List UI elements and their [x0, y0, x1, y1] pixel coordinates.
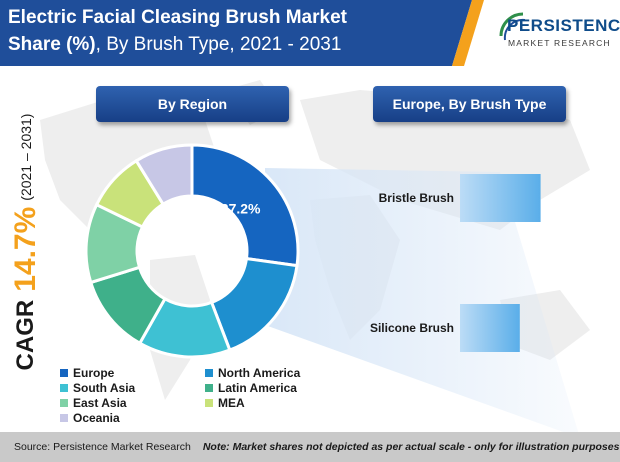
cagr-value: 14.7%	[9, 206, 42, 292]
legend-label-north-america: North America	[218, 366, 301, 380]
legend-item-south-asia: South Asia	[60, 381, 135, 395]
legend-swatch-south-asia	[60, 384, 68, 392]
logo-name: PERSISTENCE	[507, 16, 620, 35]
logo-subtitle: MARKET RESEARCH	[508, 38, 611, 48]
donut-label-europe: 27.2%	[221, 201, 261, 217]
bar-bristle-brush	[460, 174, 541, 222]
chart-title-line2: Share (%), By Brush Type, 2021 - 2031	[8, 34, 341, 56]
legend-item-latin-america: Latin America	[205, 381, 297, 395]
by-region-panel-label: By Region	[96, 86, 289, 122]
donut-slice-europe	[190, 143, 300, 268]
legend-item-europe: Europe	[60, 366, 114, 380]
legend-swatch-oceania	[60, 414, 68, 422]
legend-label-east-asia: East Asia	[73, 396, 127, 410]
legend-item-east-asia: East Asia	[60, 396, 127, 410]
legend-item-oceania: Oceania	[60, 411, 120, 425]
legend-label-oceania: Oceania	[73, 411, 120, 425]
legend-swatch-latin-america	[205, 384, 213, 392]
title-banner	[0, 0, 484, 66]
source-text: Source: Persistence Market Research	[14, 441, 191, 453]
legend-label-latin-america: Latin America	[218, 381, 297, 395]
cagr-label: CAGR	[12, 299, 39, 371]
legend-swatch-east-asia	[60, 399, 68, 407]
cagr-callout: CAGR 14.7% (2021 – 2031)	[4, 92, 48, 392]
bar-silicone-brush	[460, 304, 520, 352]
legend-swatch-europe	[60, 369, 68, 377]
legend-label-europe: Europe	[73, 366, 115, 380]
persistence-logo: PERSISTENCE MARKET RESEARCH	[497, 10, 620, 62]
europe-by-brush-type-panel-label: Europe, By Brush Type	[373, 86, 566, 122]
bar-label-bristle-brush: Bristle Brush	[379, 191, 454, 205]
footer-bar: Source: Persistence Market Research Note…	[0, 432, 620, 462]
legend-label-south-asia: South Asia	[73, 381, 136, 395]
logo-arc-icon	[499, 12, 526, 41]
title-subtitle: , By Brush Type, 2021 - 2031	[95, 34, 342, 55]
region-donut-chart: 27.2%	[84, 143, 300, 359]
note-text: Note: Market shares not depicted as per …	[202, 441, 620, 453]
donut-slice-oceania	[134, 143, 194, 207]
cagr-years: (2021 – 2031)	[18, 113, 34, 201]
region-legend: Europe North America South Asia Latin Ameri…	[60, 366, 360, 426]
legend-swatch-north-america	[205, 369, 213, 377]
legend-label-mea: MEA	[218, 396, 245, 410]
brush-type-bar-chart: Bristle Brush Silicone Brush	[370, 174, 541, 352]
legend-item-north-america: North America	[205, 366, 300, 380]
title-share-label: Share (%)	[8, 34, 96, 55]
legend-swatch-mea	[205, 399, 213, 407]
chart-title-line1: Electric Facial Cleasing Brush Market	[8, 7, 347, 28]
legend-item-mea: MEA	[205, 396, 245, 410]
bar-label-silicone-brush: Silicone Brush	[370, 321, 454, 335]
